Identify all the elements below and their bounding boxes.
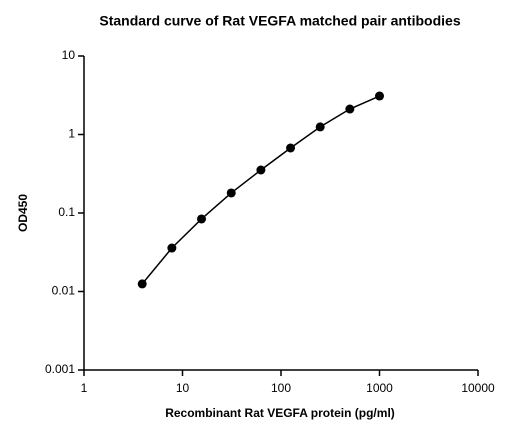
point — [167, 243, 177, 253]
y-tick-label: 1 — [68, 127, 75, 141]
point — [345, 104, 355, 114]
x-tick-label: 10000 — [461, 381, 495, 395]
chart-title: Standard curve of Rat VEGFA matched pair… — [99, 13, 460, 29]
point — [315, 122, 325, 132]
point — [375, 91, 384, 101]
y-tick-label: 0.001 — [45, 362, 75, 376]
x-tick-label: 100 — [271, 381, 291, 395]
x-axis-label: Recombinant Rat VEGFA protein (pg/ml) — [165, 406, 395, 420]
curve — [141, 95, 380, 285]
x-tick-label: 1 — [81, 381, 88, 395]
point — [286, 143, 296, 153]
point — [137, 279, 147, 289]
point — [197, 214, 207, 224]
point — [226, 188, 236, 198]
x-tick-label: 1000 — [366, 381, 393, 395]
y-tick-label: 10 — [62, 48, 76, 62]
y-axis-label: OD450 — [16, 194, 30, 232]
y-tick-label: 0.1 — [58, 205, 75, 219]
point — [256, 165, 266, 175]
y-tick-label: 0.01 — [52, 284, 76, 298]
x-tick-label: 10 — [176, 381, 190, 395]
